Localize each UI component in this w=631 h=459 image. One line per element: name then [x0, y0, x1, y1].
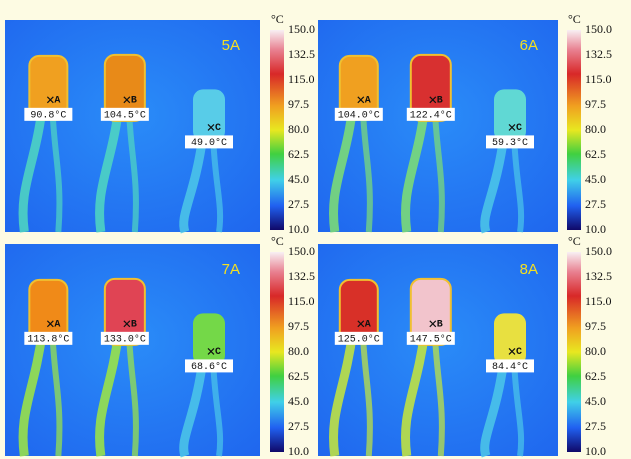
point-marker: A: [54, 95, 60, 106]
colorbar-tick-label: 62.5: [288, 369, 309, 383]
point-marker: C: [516, 123, 522, 134]
colorbar-tick-label: 27.5: [288, 197, 309, 211]
colorbar-tick-label: 150.0: [585, 22, 612, 36]
colorbar-tick-label: 150.0: [288, 22, 315, 36]
current-label: 7A: [222, 261, 240, 278]
colorbar-tick-label: 80.0: [585, 344, 606, 358]
point-marker: B: [437, 319, 443, 330]
colorbar-tick-label: 10.0: [288, 444, 309, 458]
colorbar-tick-label: 115.0: [288, 72, 315, 86]
colorbar: [567, 252, 581, 452]
current-label: 6A: [520, 37, 538, 54]
colorbar-tick-label: 132.5: [585, 47, 612, 61]
temperature-reading: 49.0°C: [191, 137, 227, 149]
colorbar-tick-label: 45.0: [585, 394, 606, 408]
current-label: 8A: [520, 261, 538, 278]
point-marker: B: [437, 95, 443, 106]
point-marker: C: [215, 123, 221, 134]
colorbar-tick-label: 80.0: [288, 122, 309, 136]
temperature-reading: 133.0°C: [104, 333, 146, 345]
colorbar: [270, 252, 284, 452]
point-marker: C: [215, 347, 221, 358]
colorbar-tick-label: 80.0: [585, 122, 606, 136]
colorbar-tick-label: 97.5: [585, 97, 606, 111]
colorbar-tick-label: 62.5: [288, 147, 309, 161]
colorbar-tick-label: 10.0: [585, 222, 606, 236]
colorbar-tick-label: 132.5: [585, 269, 612, 283]
current-label: 5A: [222, 37, 240, 54]
temperature-reading: 125.0°C: [338, 333, 380, 345]
temperature-reading: 113.8°C: [27, 333, 69, 345]
temperature-reading: 122.4°C: [410, 109, 452, 121]
colorbar-tick-label: 150.0: [585, 244, 612, 258]
colorbar: [270, 30, 284, 230]
colorbar-tick-label: 80.0: [288, 344, 309, 358]
temperature-reading: 84.4°C: [492, 361, 528, 373]
colorbar-unit: °C: [568, 234, 581, 248]
colorbar-unit: °C: [271, 12, 284, 26]
colorbar-unit: °C: [568, 12, 581, 26]
point-marker: B: [131, 319, 137, 330]
colorbar-tick-label: 45.0: [288, 394, 309, 408]
figure: A 90.8°C B 104.5°C C 49.0°C 5A °C 150.0 132.5 115.…: [0, 0, 631, 459]
colorbar-tick-label: 150.0: [288, 244, 315, 258]
colorbar-tick-label: 132.5: [288, 269, 315, 283]
temperature-reading: 59.3°C: [492, 137, 528, 149]
colorbar-tick-label: 97.5: [288, 319, 309, 333]
colorbar-tick-label: 115.0: [288, 294, 315, 308]
colorbar-tick-label: 27.5: [585, 197, 606, 211]
temperature-reading: 104.0°C: [338, 109, 380, 121]
colorbar-tick-label: 27.5: [585, 419, 606, 433]
colorbar: [567, 30, 581, 230]
colorbar-tick-label: 62.5: [585, 369, 606, 383]
temperature-reading: 68.6°C: [191, 361, 227, 373]
colorbar-tick-label: 10.0: [585, 444, 606, 458]
colorbar-tick-label: 45.0: [288, 172, 309, 186]
point-marker: A: [54, 319, 60, 330]
colorbar-tick-label: 132.5: [288, 47, 315, 61]
colorbar-tick-label: 115.0: [585, 294, 612, 308]
point-marker: A: [365, 319, 371, 330]
colorbar-tick-label: 10.0: [288, 222, 309, 236]
point-marker: C: [516, 347, 522, 358]
colorbar-unit: °C: [271, 234, 284, 248]
temperature-reading: 147.5°C: [410, 333, 452, 345]
point-marker: A: [365, 95, 371, 106]
temperature-reading: 104.5°C: [104, 109, 146, 121]
colorbar-tick-label: 97.5: [288, 97, 309, 111]
temperature-reading: 90.8°C: [30, 109, 66, 121]
colorbar-tick-label: 62.5: [585, 147, 606, 161]
colorbar-tick-label: 97.5: [585, 319, 606, 333]
point-marker: B: [131, 95, 137, 106]
colorbar-tick-label: 27.5: [288, 419, 309, 433]
colorbar-tick-label: 45.0: [585, 172, 606, 186]
colorbar-tick-label: 115.0: [585, 72, 612, 86]
